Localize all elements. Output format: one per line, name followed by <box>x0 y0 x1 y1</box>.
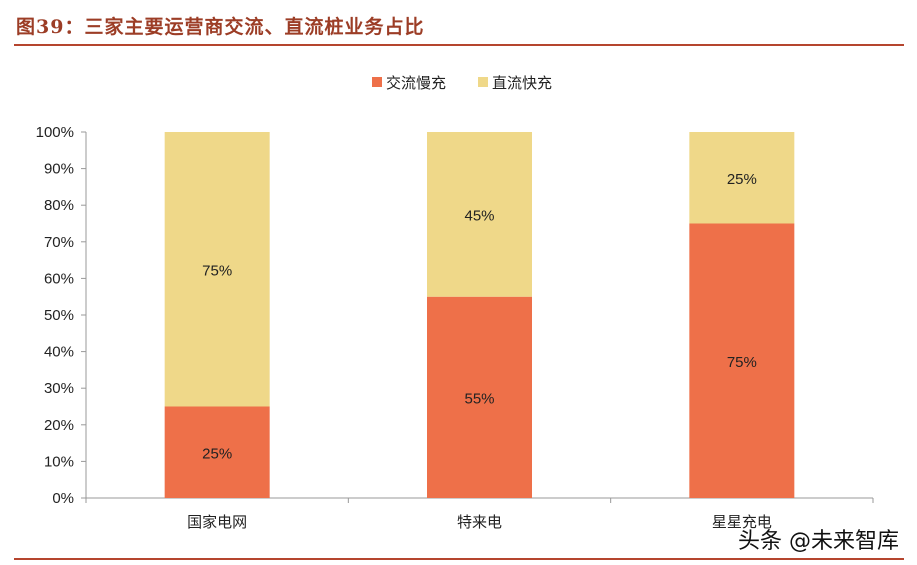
bar-segment <box>427 296 532 498</box>
bar-segment <box>427 132 532 297</box>
y-tick-label: 50% <box>44 307 74 324</box>
bars: 25% 75% 55% 45% 75% 25% <box>164 132 795 498</box>
legend-label: 直流快充 <box>492 74 552 92</box>
legend-swatch <box>478 77 488 87</box>
legend-swatch <box>372 77 382 87</box>
bar-segment <box>689 132 795 224</box>
y-tick-label: 90% <box>44 161 74 178</box>
x-category-label: 星星充电 <box>712 513 772 531</box>
bar-segment <box>164 132 270 407</box>
data-label: 75% <box>727 354 757 371</box>
legend: 交流慢充 直流快充 <box>372 74 552 92</box>
y-tick-label: 0% <box>52 490 74 507</box>
data-label: 25% <box>727 171 757 188</box>
y-tick-label: 20% <box>44 417 74 434</box>
y-tick-label: 100% <box>36 124 74 141</box>
y-tick-label: 30% <box>44 380 74 397</box>
y-tick-label: 10% <box>44 453 74 470</box>
data-label: 75% <box>202 262 232 279</box>
y-tick-label: 60% <box>44 270 74 287</box>
figure-title: 图39：三家主要运营商交流、直流桩业务占比 <box>16 16 425 38</box>
bar-segment <box>689 223 795 498</box>
legend-label: 交流慢充 <box>386 74 446 92</box>
bottom-rule <box>14 558 904 560</box>
watermark: 头条 @未来智库 <box>738 529 899 554</box>
title-rule <box>14 44 904 46</box>
x-category-label: 特来电 <box>457 513 502 531</box>
y-tick-label: 80% <box>44 197 74 214</box>
data-label: 55% <box>464 390 494 407</box>
bar-segment <box>164 406 270 498</box>
x-category-label: 国家电网 <box>187 513 247 531</box>
y-tick-label: 70% <box>44 234 74 251</box>
data-label: 25% <box>202 445 232 462</box>
y-axis: 0% 10% 20% 30% 40% 50% 60% 70% 80% 90% 100% <box>36 124 87 507</box>
y-tick-label: 40% <box>44 344 74 361</box>
data-label: 45% <box>464 207 494 224</box>
